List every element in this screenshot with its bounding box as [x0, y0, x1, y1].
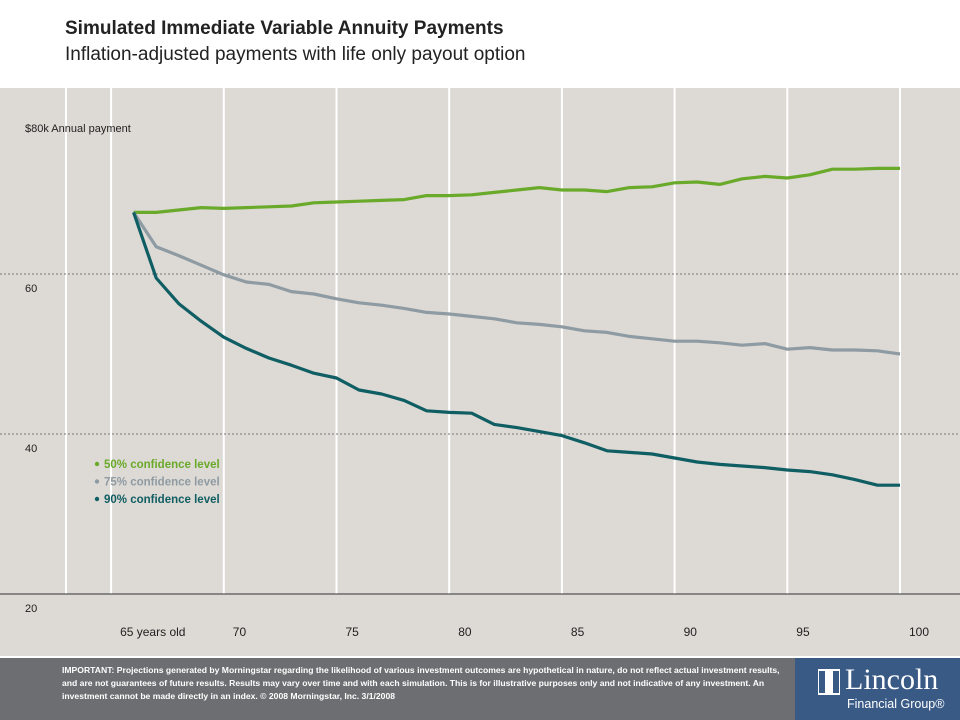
lincoln-logo: [795, 658, 960, 720]
x-tick-label: 90: [684, 625, 698, 639]
chart-title: Simulated Immediate Variable Annuity Pay…: [65, 18, 504, 39]
y-tick-label: 60: [25, 283, 37, 295]
y-tick-label: $80k Annual payment: [25, 123, 131, 135]
x-tick-label: 65 years old: [120, 625, 185, 639]
legend-label: 90% confidence level: [104, 494, 220, 506]
y-tick-label: 20: [25, 603, 37, 615]
legend-label: 50% confidence level: [104, 459, 220, 471]
x-tick-label: 85: [571, 625, 585, 639]
chart-subtitle: Inflation-adjusted payments with life on…: [65, 44, 526, 65]
legend-bullet: [94, 479, 100, 484]
legend-label: 75% confidence level: [104, 477, 220, 489]
disclaimer-text: IMPORTANT: Projections generated by Morn…: [62, 665, 780, 701]
legend-bullet: [94, 461, 100, 467]
x-tick-label: 70: [233, 625, 247, 639]
annuity-line-chart: $80k Annual payment 60 40 20 65 years old 70…: [0, 88, 960, 656]
x-tick-label: 75: [345, 625, 359, 639]
legend-bullet: [94, 496, 100, 502]
logo-name: Lincoln: [845, 663, 939, 696]
plot-background: [0, 88, 960, 656]
series-line-2: [132, 211, 901, 356]
series-line-3: [132, 211, 900, 487]
logo-subtitle: Financial Group®: [847, 697, 945, 711]
x-tick-label: 100: [909, 625, 929, 639]
lincoln-emblem-icon: [818, 669, 840, 695]
x-tick-label: 95: [796, 625, 810, 639]
y-tick-label: 40: [25, 443, 37, 455]
x-tick-label: 80: [458, 625, 472, 639]
series-line-1: [133, 166, 900, 215]
